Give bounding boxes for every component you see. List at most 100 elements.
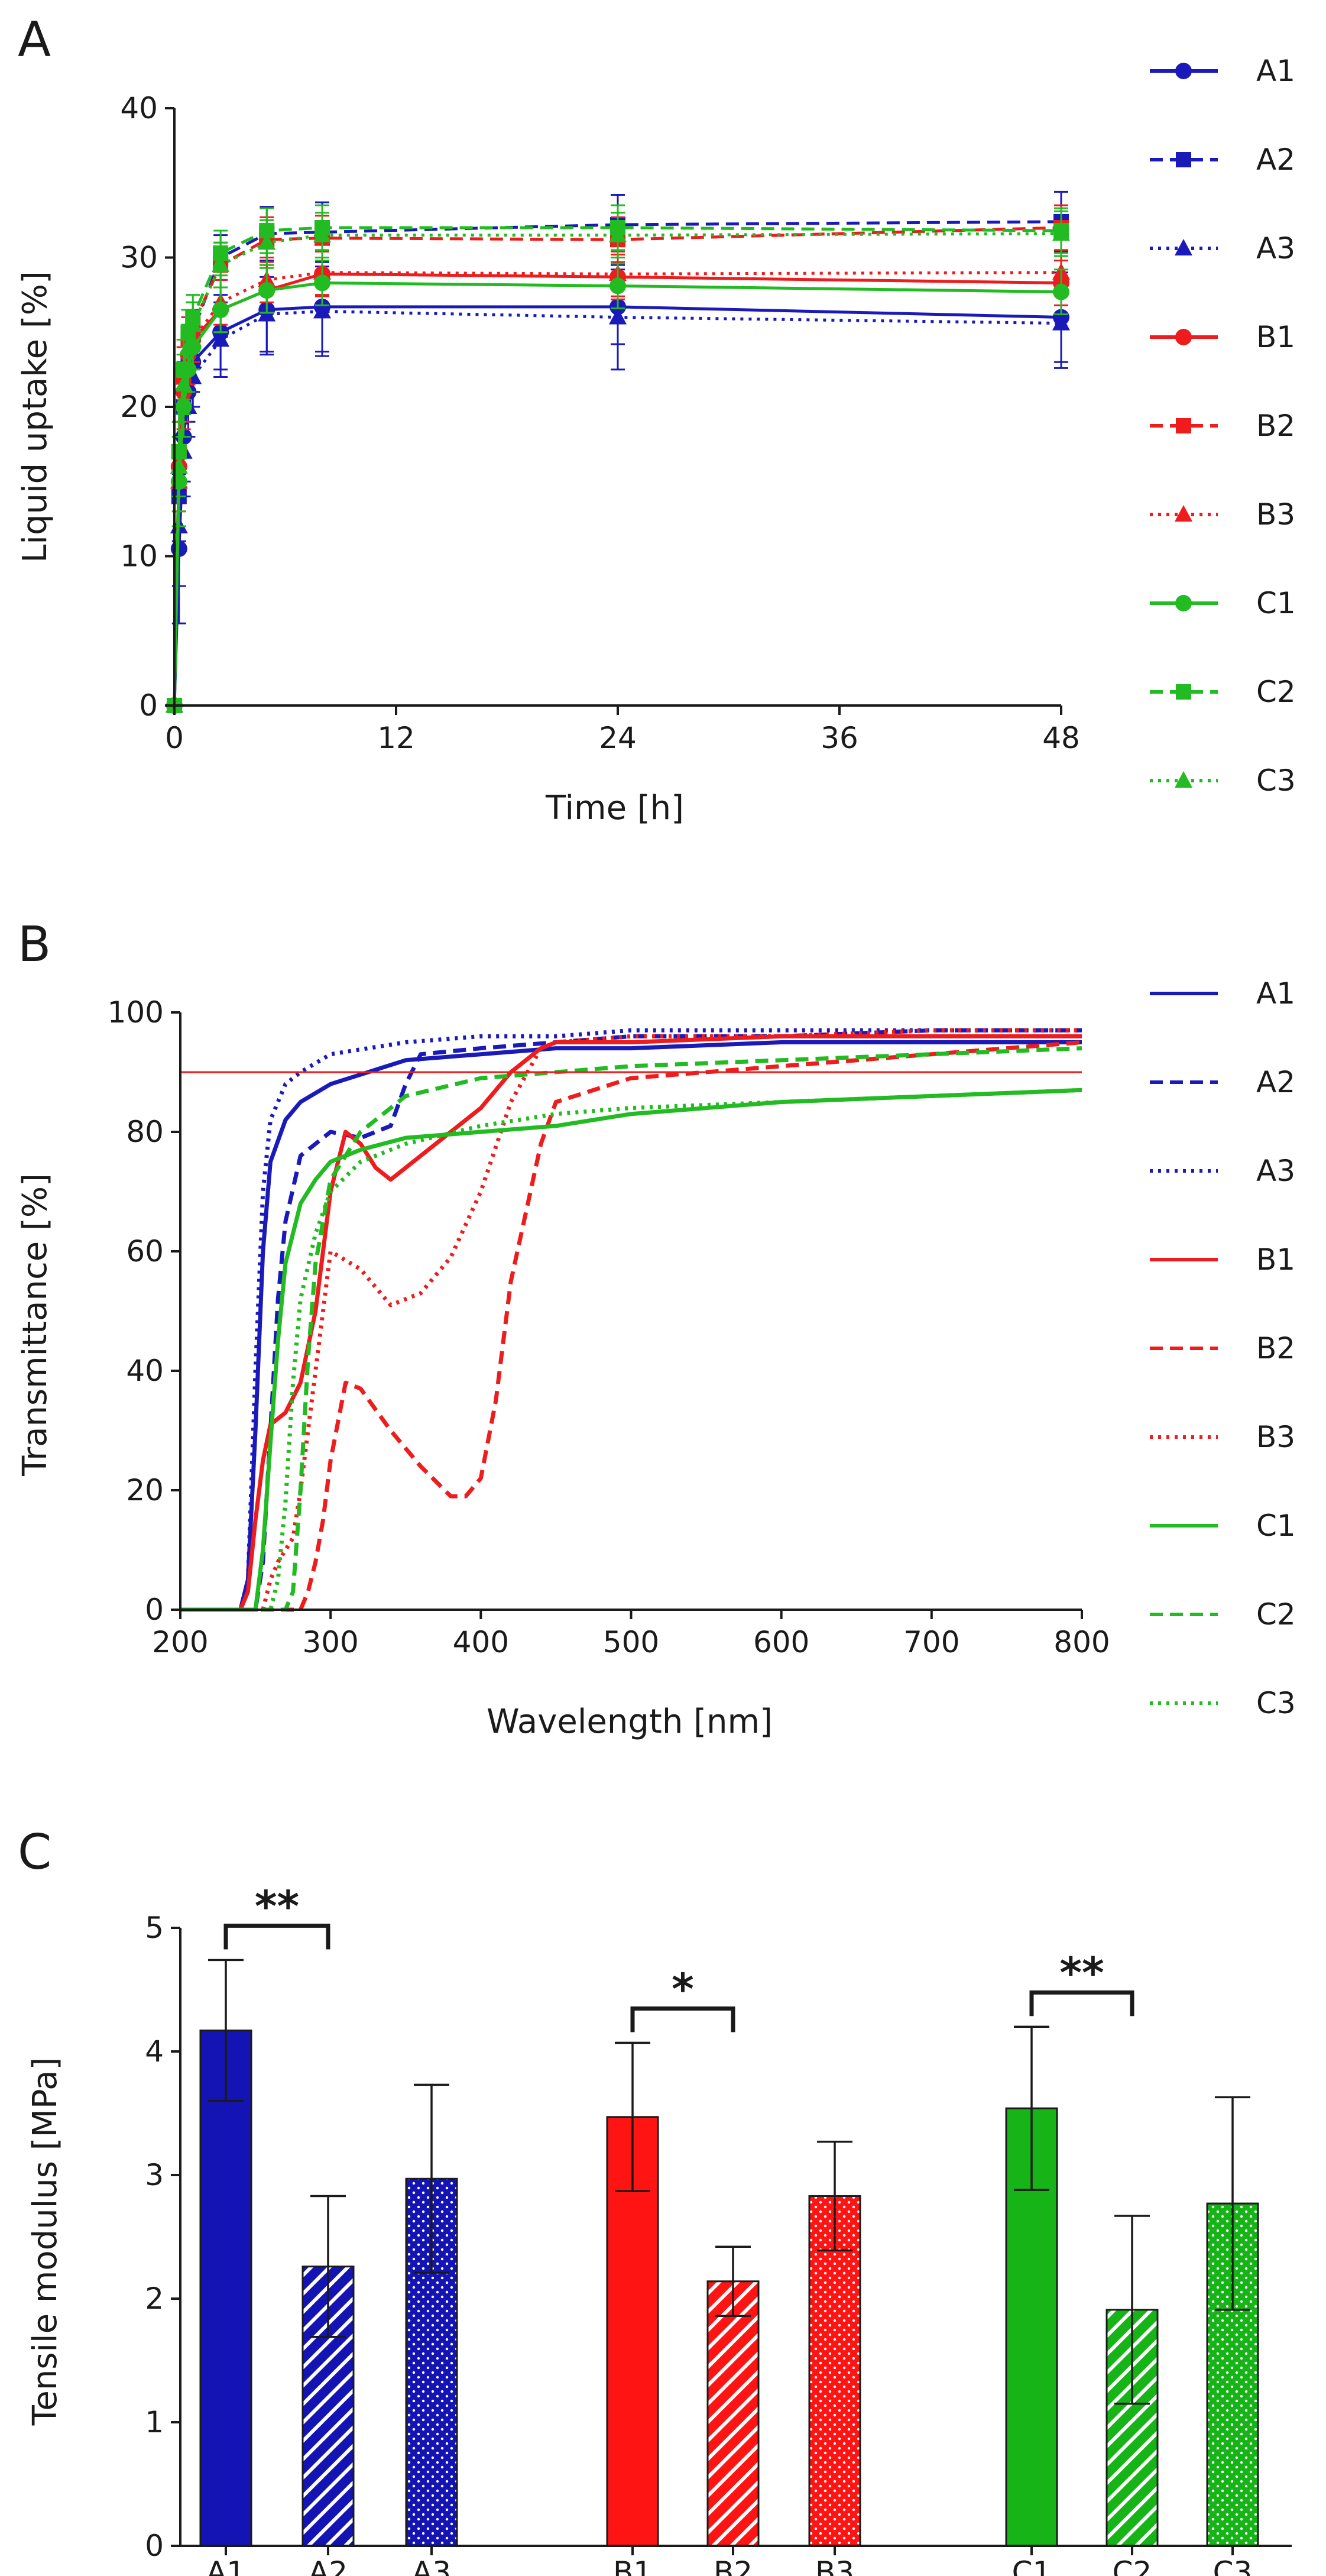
panel-b-y-tick-label: 60 xyxy=(126,1234,164,1268)
panel-b-x-tick-label: 200 xyxy=(152,1625,208,1659)
series-c3-curve xyxy=(180,1088,1082,1612)
panel-a-letter: A xyxy=(18,12,51,68)
series-c1-curve xyxy=(180,1088,1082,1612)
bar-a1 xyxy=(199,2029,252,2547)
panel-b-legend-label: B1 xyxy=(1256,1242,1295,1277)
panel-c-x-tick-label: A1 xyxy=(206,2555,245,2576)
panel-b-legend: A1 A2 A3 B1 B2 B3 C1 C2 C3 xyxy=(1150,976,1296,1720)
panel-b-x-tick-label: 600 xyxy=(753,1625,809,1659)
panel-b-x-tick-label: 800 xyxy=(1053,1625,1110,1659)
panel-a-legend-label: A1 xyxy=(1256,54,1295,88)
panel-c-y-tick-label: 2 xyxy=(145,2281,164,2316)
panel-c-x-tick-label: C1 xyxy=(1012,2555,1052,2576)
panel-a-y-tick-label: 20 xyxy=(120,390,158,424)
panel-a-legend-marker xyxy=(1175,239,1192,255)
panel-a-legend-marker xyxy=(1175,63,1192,79)
panel-b-legend-label: B2 xyxy=(1256,1331,1295,1365)
series-c3-point xyxy=(313,225,331,242)
panel-a-y-axis-title: Liquid uptake [%] xyxy=(16,271,54,563)
panel-b-legend-label: C3 xyxy=(1256,1686,1296,1720)
series-c1-point xyxy=(212,301,229,318)
panel-a-legend-marker xyxy=(1176,684,1191,700)
panel-a-x-tick-label: 36 xyxy=(821,721,858,755)
panel-c-y-tick-label: 3 xyxy=(145,2158,164,2192)
panel-b-x-tick-label: 700 xyxy=(903,1625,959,1659)
panel-a-x-tick-label: 0 xyxy=(165,721,184,755)
panel-c-plot-area: *** ** xyxy=(199,1881,1259,2547)
panel-b-legend-label: C1 xyxy=(1256,1509,1296,1543)
panel-c-x-tick-label: B3 xyxy=(815,2555,854,2576)
panel-a-axes: 0 12 24 36 48 0 10 20 30 40 xyxy=(120,91,1079,755)
panel-a-legend-label: C2 xyxy=(1256,675,1296,709)
series-a3-point xyxy=(212,330,230,347)
panel-b-x-tick-label: 500 xyxy=(603,1625,659,1659)
series-c3-point xyxy=(212,255,230,273)
panel-b-y-tick-label: 20 xyxy=(126,1473,164,1507)
panel-b-legend-label: A1 xyxy=(1256,976,1295,1011)
series-a1-curve xyxy=(180,1040,1082,1612)
panel-b-legend-label: A2 xyxy=(1256,1065,1295,1099)
panel-b-y-axis-title: Transmittance [%] xyxy=(16,1173,54,1477)
panel-a-legend: A1 A2 A3 B1 B2 B3 C1 C2 C3 xyxy=(1150,54,1296,798)
series-c1-point xyxy=(258,282,275,299)
panel-b-y-tick-label: 40 xyxy=(126,1354,164,1388)
series-c1-point xyxy=(314,274,330,292)
series-a3-point xyxy=(1052,313,1070,331)
panel-a-chart: 0 12 24 36 48 0 10 20 30 40 Time [h] Liquid uptak… xyxy=(16,54,1296,827)
significance-bracket-1 xyxy=(223,1923,330,1950)
panel-c-x-tick-label: C2 xyxy=(1113,2555,1152,2576)
series-b2-curve xyxy=(180,1040,1082,1612)
panel-a-x-tick-label: 24 xyxy=(599,721,637,755)
series-c3-point xyxy=(1052,224,1070,241)
panel-c-y-axis-title: Tensile modulus [MPa] xyxy=(26,2057,64,2426)
panel-a-y-tick-label: 30 xyxy=(120,241,158,275)
series-c2-curve xyxy=(180,1046,1082,1612)
series-c3-point xyxy=(609,225,627,242)
panel-b-x-axis-title: Wavelength [nm] xyxy=(487,1703,773,1741)
series-c2-line xyxy=(173,226,1062,706)
panel-a-legend-label: B3 xyxy=(1256,497,1295,532)
panel-a-legend-label: C1 xyxy=(1256,586,1296,620)
significance-bracket-3 xyxy=(1029,1990,1134,2017)
panel-b-y-tick-label: 80 xyxy=(126,1115,164,1149)
panel-a-legend-marker xyxy=(1175,505,1192,522)
panel-b-chart: 200 300 400 500 600 700 800 0 20 40 60 80 100 Wavele… xyxy=(16,976,1296,1741)
series-a3-point xyxy=(609,308,627,325)
bar-b2 xyxy=(706,2280,760,2547)
panel-a-legend-marker xyxy=(1175,771,1192,788)
series-c3-point xyxy=(258,233,276,250)
panel-a-legend-marker xyxy=(1176,418,1191,433)
panel-a-legend-label: C3 xyxy=(1256,763,1296,798)
significance-label-2: * xyxy=(672,1964,694,2014)
series-c1-point xyxy=(609,277,626,295)
panel-a-y-tick-label: 0 xyxy=(139,688,158,723)
panel-c-x-tick-label: A2 xyxy=(309,2555,348,2576)
panel-a-legend-label: A2 xyxy=(1256,143,1295,177)
panel-a-legend-marker xyxy=(1175,329,1192,345)
panel-a-y-tick-label: 40 xyxy=(120,91,158,125)
panel-a-legend-label: A3 xyxy=(1256,231,1295,266)
panel-c-y-tick-label: 5 xyxy=(145,1911,164,1945)
significance-label-1: ** xyxy=(255,1881,299,1931)
series-c1-point xyxy=(1053,283,1069,300)
panel-b-legend-label: B3 xyxy=(1256,1420,1295,1454)
panel-a-legend-label: B2 xyxy=(1256,409,1295,443)
panel-a-legend-label: B1 xyxy=(1256,320,1295,354)
panel-b-letter: B xyxy=(18,917,51,973)
panel-a-legend-marker xyxy=(1175,595,1192,611)
panel-c-x-tick-label: A3 xyxy=(412,2555,451,2576)
panel-b-y-tick-label: 100 xyxy=(108,995,164,1030)
panel-a-x-tick-label: 12 xyxy=(377,721,415,755)
panel-a-y-tick-label: 10 xyxy=(120,539,158,574)
panel-c-y-tick-label: 0 xyxy=(145,2529,164,2563)
series-a3-line xyxy=(173,309,1062,706)
panel-b-x-tick-label: 300 xyxy=(302,1625,358,1659)
panel-b-x-tick-label: 400 xyxy=(453,1625,509,1659)
panel-a-plot-area xyxy=(166,190,1070,714)
panel-c-letter: C xyxy=(18,1824,51,1881)
panel-c-axes: 0 1 2 3 4 5 A1 A2 A3 B1 B2 B3 C1 C2 C3 xyxy=(145,1911,1292,2576)
panel-b-plot-area xyxy=(180,1028,1082,1612)
panel-a-x-axis-title: Time [h] xyxy=(545,789,684,827)
panel-a-x-tick-label: 48 xyxy=(1042,721,1080,755)
panel-c-x-tick-label: B1 xyxy=(613,2555,652,2576)
